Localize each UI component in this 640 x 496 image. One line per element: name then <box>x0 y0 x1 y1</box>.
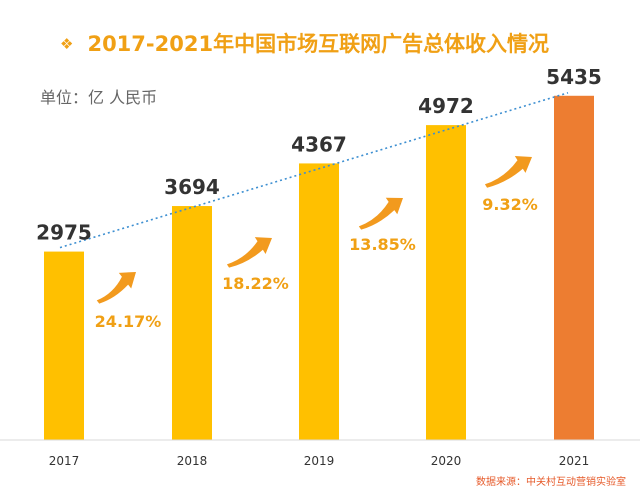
x-tick-label-2021: 2021 <box>559 454 590 468</box>
x-tick-label-2017: 2017 <box>49 454 80 468</box>
growth-arrow-icon-1 <box>96 272 136 304</box>
bar-2017 <box>44 251 84 440</box>
source-note: 数据来源：中关村互动营销实验室 <box>476 477 626 488</box>
value-label-2021: 5435 <box>546 65 602 89</box>
value-label-2020: 4972 <box>418 94 474 118</box>
x-tick-label-2018: 2018 <box>177 454 208 468</box>
labels-group: 2975 2017 3694 2018 4367 2019 4972 2020 5435 2021… <box>36 65 602 468</box>
title-bullet-icon: ❖ <box>60 35 74 53</box>
chart-title-text: 2017-2021年中国市场互联网广告总体收入情况 <box>87 32 550 56</box>
growth-arrow-icon-4 <box>484 156 532 188</box>
growth-label-2: 18.22% <box>222 274 289 293</box>
trendline <box>59 92 569 249</box>
growth-arrow-icon-3 <box>358 197 403 230</box>
growth-arrows-group <box>96 156 532 304</box>
x-tick-label-2019: 2019 <box>304 454 335 468</box>
bar-2020 <box>426 125 466 441</box>
chart-title: ❖ 2017-2021年中国市场互联网广告总体收入情况 <box>60 28 549 58</box>
value-label-2018: 3694 <box>164 175 220 199</box>
growth-label-3: 13.85% <box>349 235 416 254</box>
trendline-group <box>59 92 569 249</box>
bars-group <box>44 95 594 441</box>
bar-2021 <box>554 95 594 441</box>
growth-label-1: 24.17% <box>95 312 162 331</box>
value-label-2017: 2975 <box>36 221 92 245</box>
growth-arrow-icon-2 <box>226 237 272 268</box>
bar-2018 <box>172 206 212 440</box>
growth-label-4: 9.32% <box>482 195 538 214</box>
bar-2019 <box>299 163 339 440</box>
x-tick-label-2020: 2020 <box>431 454 462 468</box>
value-label-2019: 4367 <box>291 132 347 156</box>
unit-label: 单位：亿 人民币 <box>40 88 158 107</box>
